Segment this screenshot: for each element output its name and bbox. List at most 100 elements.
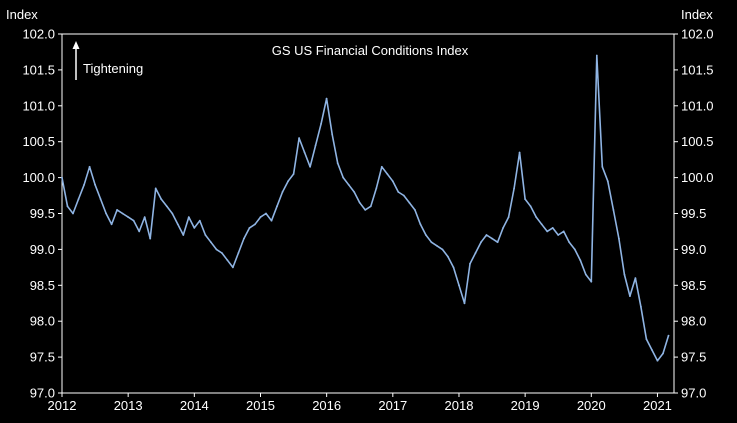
data-point <box>336 162 339 165</box>
data-point <box>132 219 135 222</box>
y-tick-label-left: 97.0 <box>30 386 55 401</box>
data-point <box>397 191 400 193</box>
y-tick-label-left: 97.5 <box>30 350 55 365</box>
y-tick-label-right: 99.0 <box>681 242 706 257</box>
data-point <box>287 180 289 183</box>
data-point <box>469 262 471 265</box>
data-point <box>452 266 455 269</box>
data-point <box>298 137 300 140</box>
data-point <box>524 198 526 201</box>
data-point <box>419 223 422 226</box>
data-point <box>347 183 350 186</box>
x-tick-label: 2020 <box>577 398 606 413</box>
chart-title: GS US Financial Conditions Index <box>272 43 469 58</box>
data-point <box>364 209 367 211</box>
y-tick-label-left: 100.5 <box>22 134 55 149</box>
y-tick-label-right: 97.5 <box>681 350 706 365</box>
data-point <box>182 234 185 236</box>
data-point <box>485 234 488 236</box>
data-point <box>402 194 405 197</box>
data-point <box>573 248 576 251</box>
data-point <box>414 209 416 211</box>
data-point <box>656 359 659 362</box>
data-point <box>198 219 201 222</box>
data-point <box>72 212 74 215</box>
data-point <box>353 191 356 193</box>
data-point <box>474 252 477 254</box>
data-point <box>160 198 163 201</box>
data-point <box>496 241 499 244</box>
y-tick-label-right: 98.5 <box>681 278 706 293</box>
y-tick-label-right: 97.0 <box>681 386 706 401</box>
y-tick-label-left: 102.0 <box>22 27 55 42</box>
data-point <box>221 252 223 254</box>
series-group <box>61 54 670 362</box>
data-point <box>61 176 63 179</box>
data-point <box>193 227 196 229</box>
data-point <box>618 237 620 240</box>
data-point <box>601 165 604 168</box>
data-point <box>430 241 433 244</box>
data-point <box>237 252 240 254</box>
data-point <box>204 234 207 236</box>
y-tick-label-right: 101.0 <box>681 98 714 113</box>
data-point <box>342 176 345 179</box>
data-point <box>99 198 102 201</box>
data-point <box>529 205 532 208</box>
data-point <box>259 216 262 219</box>
data-point <box>281 191 284 193</box>
data-point <box>623 273 626 276</box>
data-point <box>110 223 113 226</box>
data-point <box>513 187 515 190</box>
data-point <box>535 216 538 219</box>
data-point <box>408 201 411 204</box>
data-point <box>507 216 510 219</box>
data-point <box>606 180 609 183</box>
x-tick-label: 2015 <box>246 398 275 413</box>
data-point <box>314 144 317 147</box>
y-tick-label-left: 99.0 <box>30 242 55 257</box>
data-point <box>358 201 361 204</box>
data-point <box>380 165 383 168</box>
data-point <box>629 295 631 297</box>
x-tick-label: 2019 <box>511 398 540 413</box>
y-axis-left: 97.0 97.5 98.0 98.5 99.0 99.5 100.0 100.5 101.0 1… <box>22 27 62 401</box>
y-tick-label-left: 101.5 <box>22 62 55 77</box>
y-tick-label-right: 102.0 <box>681 27 714 42</box>
data-point <box>590 280 593 283</box>
data-point <box>171 212 174 215</box>
data-point <box>540 223 543 226</box>
data-point <box>176 223 179 226</box>
data-point <box>105 212 107 215</box>
data-point <box>210 241 212 244</box>
y-tick-label-right: 99.5 <box>681 206 706 221</box>
data-point <box>138 230 141 233</box>
data-point <box>458 284 460 287</box>
data-point <box>645 338 648 340</box>
data-point <box>187 216 190 219</box>
y-tick-label-right: 98.0 <box>681 314 706 329</box>
data-point <box>584 273 587 276</box>
data-point <box>320 122 322 125</box>
y-tick-label-left: 98.5 <box>30 278 55 293</box>
data-point <box>463 302 466 305</box>
data-point <box>568 241 571 244</box>
data-point <box>232 266 234 269</box>
y-tick-label-left: 98.0 <box>30 314 55 329</box>
data-point <box>154 187 157 190</box>
data-point <box>375 187 378 190</box>
data-point <box>215 248 218 251</box>
data-point <box>557 234 560 236</box>
data-point <box>127 216 130 219</box>
data-point <box>651 349 653 351</box>
data-point <box>551 227 554 229</box>
data-point <box>502 227 504 229</box>
data-point <box>480 241 482 244</box>
x-axis: 2012 2013 2014 2015 2016 2017 2018 2019 2020 2021 <box>48 393 672 413</box>
data-point <box>265 212 267 215</box>
data-point <box>77 198 80 201</box>
data-point <box>441 248 444 251</box>
x-tick-label: 2012 <box>48 398 77 413</box>
x-tick-label: 2018 <box>445 398 474 413</box>
